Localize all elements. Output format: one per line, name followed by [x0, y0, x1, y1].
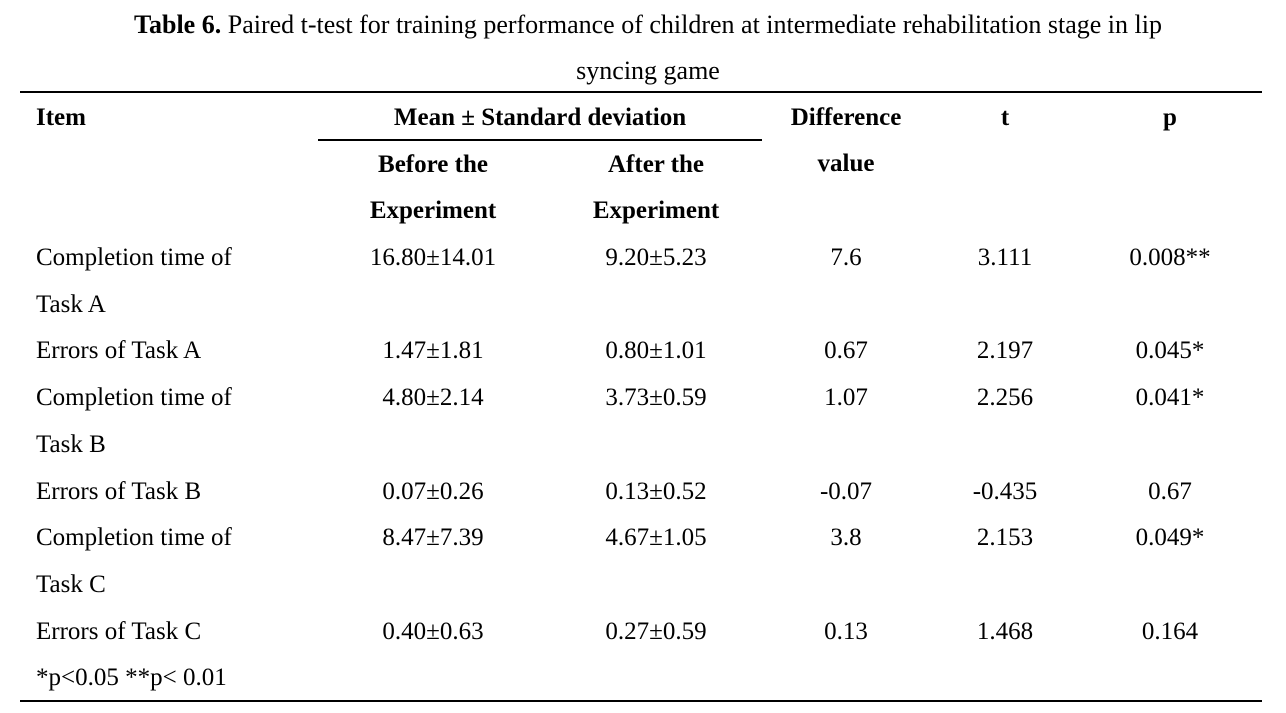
row-5-item-line-2: Task C	[36, 571, 106, 598]
row-2-item-line-1: Errors of Task A	[36, 337, 202, 364]
row-2-before: 1.47±1.81	[382, 337, 484, 364]
row-3-after: 3.73±0.59	[605, 384, 707, 411]
header-t: t	[1000, 104, 1010, 131]
mean-sd-underline	[318, 139, 762, 141]
row-4-after: 0.13±0.52	[605, 478, 707, 505]
row-1-after: 9.20±5.23	[605, 244, 707, 271]
row-4-before: 0.07±0.26	[382, 478, 484, 505]
row-3-item-line-1: Completion time of	[36, 384, 232, 411]
row-4-t: -0.435	[972, 478, 1038, 505]
row-5-before: 8.47±7.39	[382, 524, 484, 551]
row-2-t: 2.197	[976, 337, 1034, 364]
row-6-before: 0.40±0.63	[382, 618, 484, 645]
row-1-before: 16.80±14.01	[369, 244, 497, 271]
row-6-difference: 0.13	[824, 618, 868, 645]
row-2-difference: 0.67	[824, 337, 868, 364]
header-difference-line-2: value	[817, 150, 875, 177]
bottom-rule	[20, 700, 1262, 702]
row-2-after: 0.80±1.01	[605, 337, 707, 364]
header-before-line-1: Before the	[378, 151, 488, 178]
header-after-line-1: After the	[607, 151, 705, 178]
header-mean-sd: Mean ± Standard deviation	[393, 104, 687, 131]
caption-line-1: Table 6. Paired t-test for training perf…	[14, 2, 1282, 48]
row-1-t: 3.111	[977, 244, 1033, 271]
row-6-item-line-1: Errors of Task C	[36, 618, 202, 645]
row-1-item-line-1: Completion time of	[36, 244, 232, 271]
row-4-p: 0.67	[1148, 478, 1192, 505]
row-5-t: 2.153	[976, 524, 1034, 551]
row-1-difference: 7.6	[830, 244, 862, 271]
caption-text: Paired t-test for training performance o…	[221, 10, 1162, 39]
row-3-p: 0.041*	[1135, 384, 1205, 411]
row-5-item-line-1: Completion time of	[36, 524, 232, 551]
header-item: Item	[36, 104, 86, 131]
header-before-line-2: Experiment	[369, 197, 497, 224]
table-caption: Table 6. Paired t-test for training perf…	[14, 2, 1282, 94]
caption-line-2: syncing game	[576, 56, 720, 85]
row-6-after: 0.27±0.59	[605, 618, 707, 645]
row-5-p: 0.049*	[1135, 524, 1205, 551]
row-3-difference: 1.07	[824, 384, 868, 411]
row-4-difference: -0.07	[819, 478, 873, 505]
caption-label: Table 6.	[134, 10, 222, 39]
row-5-difference: 3.8	[830, 524, 862, 551]
row-1-item-line-2: Task A	[36, 291, 106, 318]
row-6-p: 0.164	[1141, 618, 1199, 645]
row-2-p: 0.045*	[1135, 337, 1205, 364]
table-footnote: *p<0.05 **p< 0.01	[36, 664, 227, 691]
top-rule	[20, 91, 1262, 93]
header-p: p	[1163, 104, 1177, 131]
row-6-t: 1.468	[976, 618, 1034, 645]
row-1-p: 0.008**	[1129, 244, 1211, 271]
row-3-t: 2.256	[976, 384, 1034, 411]
row-3-item-line-2: Task B	[36, 431, 106, 458]
header-after-line-2: Experiment	[592, 197, 720, 224]
header-difference-line-1: Difference	[790, 104, 902, 131]
row-3-before: 4.80±2.14	[382, 384, 484, 411]
row-5-after: 4.67±1.05	[605, 524, 707, 551]
row-4-item-line-1: Errors of Task B	[36, 478, 202, 505]
